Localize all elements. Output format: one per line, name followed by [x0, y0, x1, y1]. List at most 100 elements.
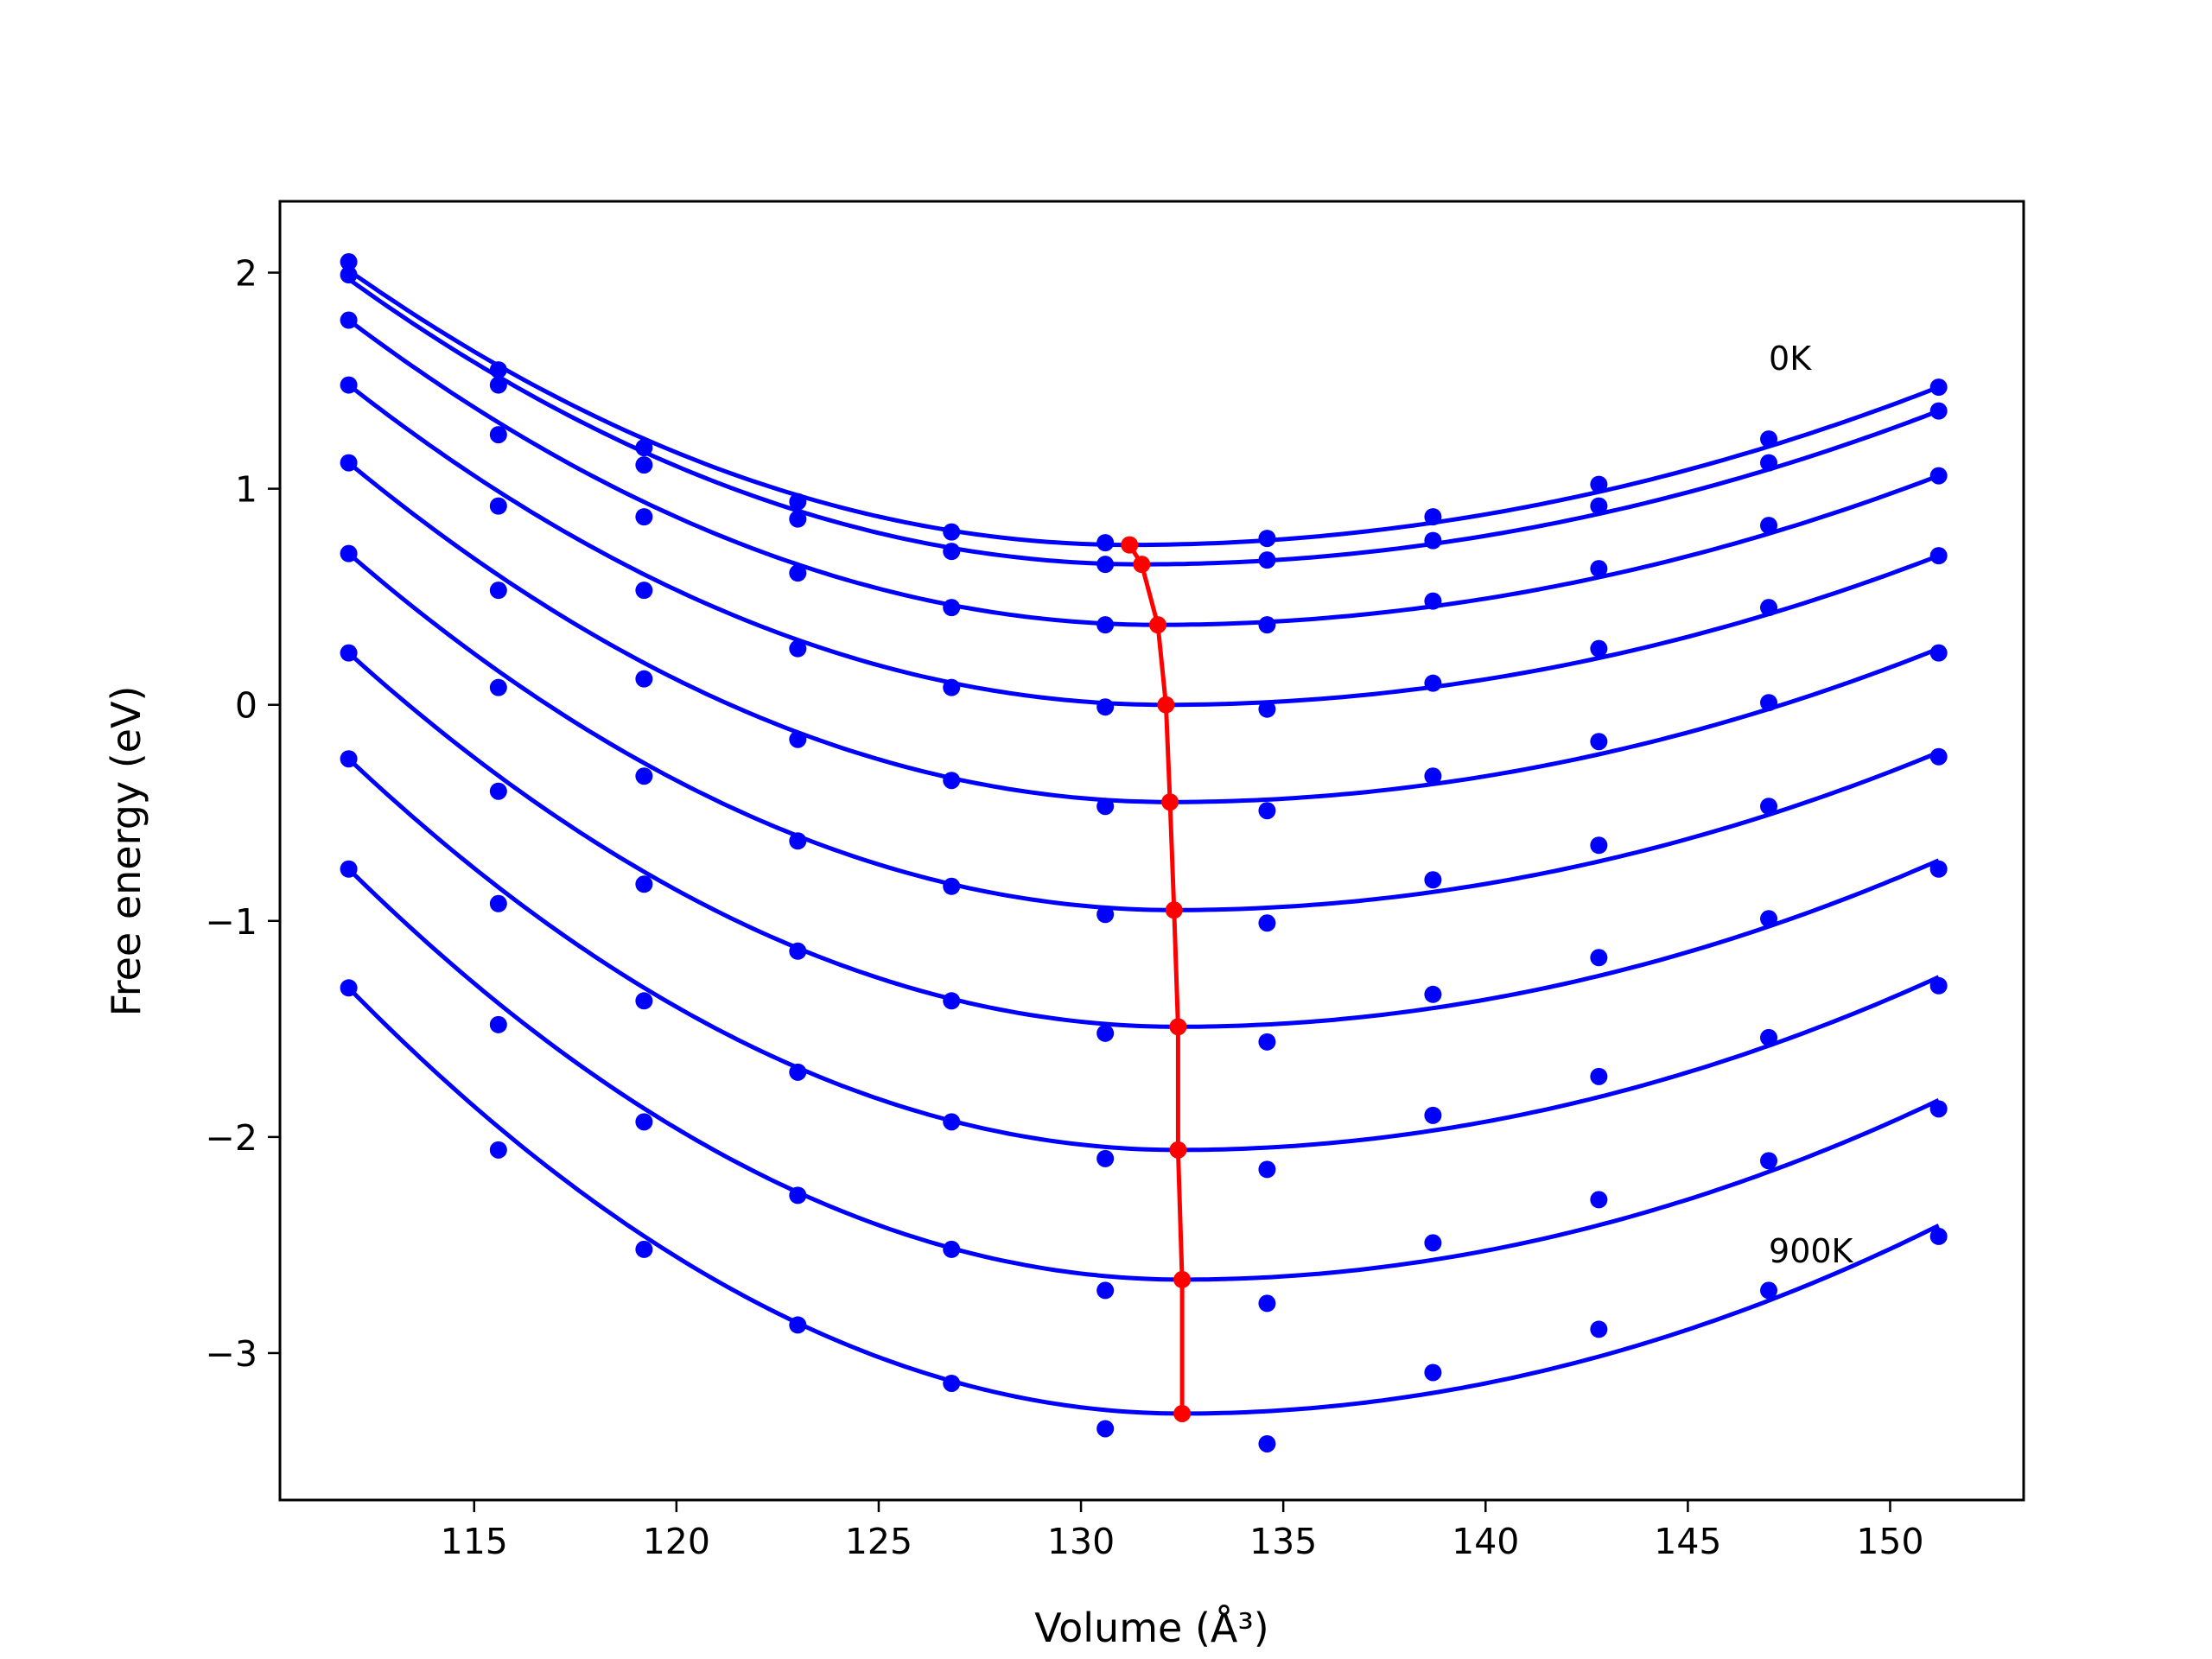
- fit-curve-5: [346, 551, 1940, 912]
- data-point: [1590, 560, 1608, 578]
- data-point: [1760, 694, 1778, 712]
- minimum-line: [1128, 543, 1185, 1414]
- data-point: [340, 376, 358, 394]
- y-tick-label: 0: [235, 685, 257, 727]
- data-point: [489, 376, 507, 394]
- data-point: [1929, 547, 1948, 565]
- y-tick-label: −3: [206, 1333, 257, 1375]
- x-tick-label: 115: [441, 1521, 508, 1562]
- data-point: [489, 1141, 507, 1159]
- data-point: [340, 979, 358, 997]
- fit-curve-2: [347, 318, 1940, 627]
- data-point: [1929, 378, 1948, 397]
- data-point: [1760, 798, 1778, 816]
- y-axis-label: Free energy (eV): [103, 686, 149, 1017]
- data-point: [789, 493, 807, 511]
- data-point: [943, 877, 961, 895]
- data-point: [1258, 1294, 1276, 1313]
- x-axis: 115 120 125 130 135 140 145 150: [441, 1500, 1924, 1562]
- data-point: [1929, 644, 1948, 662]
- data-point: [635, 1240, 653, 1258]
- minimum-point: [1133, 556, 1151, 574]
- data-point: [789, 1063, 807, 1081]
- data-point: [1096, 798, 1115, 816]
- data-point: [1424, 871, 1442, 889]
- data-point: [635, 767, 653, 785]
- data-point: [1590, 475, 1608, 493]
- data-point: [943, 1374, 961, 1392]
- minimum-point: [1165, 901, 1183, 919]
- y-tick-label: −1: [206, 901, 257, 943]
- data-point: [635, 670, 653, 688]
- data-point: [489, 894, 507, 912]
- fit-curve-6: [346, 651, 1940, 1029]
- data-point: [1258, 1160, 1276, 1179]
- fit-curve-3: [347, 383, 1940, 708]
- data-point: [789, 1186, 807, 1205]
- data-point: [340, 454, 358, 472]
- data-point: [1929, 976, 1948, 995]
- data-point: [1424, 1106, 1442, 1124]
- data-point: [1096, 698, 1115, 716]
- data-point: [943, 992, 961, 1010]
- data-point: [789, 1316, 807, 1334]
- data-point: [1929, 1227, 1948, 1245]
- data-point: [635, 508, 653, 526]
- x-axis-label: Volume (Å³): [1034, 1605, 1269, 1651]
- y-tick-label: 1: [235, 469, 257, 511]
- data-point: [1096, 906, 1115, 924]
- x-tick-label: 145: [1654, 1521, 1721, 1562]
- data-point: [340, 311, 358, 329]
- data-point: [789, 730, 807, 748]
- data-point: [1424, 531, 1442, 550]
- data-point: [1424, 985, 1442, 1003]
- data-point: [1096, 1420, 1115, 1438]
- minimum-point: [1173, 1270, 1192, 1288]
- x-tick-label: 130: [1047, 1521, 1115, 1562]
- minimum-point: [1157, 696, 1175, 714]
- x-tick-label: 140: [1452, 1521, 1519, 1562]
- data-point: [635, 456, 653, 474]
- data-point: [1258, 616, 1276, 634]
- data-point: [489, 361, 507, 379]
- data-point: [1258, 700, 1276, 718]
- data-point: [1096, 1024, 1115, 1042]
- data-point: [489, 426, 507, 444]
- x-tick-label: 125: [845, 1521, 912, 1562]
- data-point: [943, 1113, 961, 1131]
- annotation-label: 900K: [1769, 1232, 1854, 1270]
- data-point: [1424, 674, 1442, 692]
- data-point: [1760, 910, 1778, 928]
- data-point: [1258, 530, 1276, 548]
- data-point: [1424, 767, 1442, 785]
- data-point: [489, 782, 507, 800]
- x-tick-label: 135: [1249, 1521, 1317, 1562]
- data-point: [635, 992, 653, 1010]
- data-point: [1760, 1281, 1778, 1300]
- data-point: [340, 266, 358, 284]
- data-point: [1258, 1434, 1276, 1452]
- data-point: [789, 510, 807, 528]
- minimum-point: [1149, 616, 1167, 634]
- data-point: [1590, 1191, 1608, 1209]
- fit-curve-4: [347, 461, 1940, 804]
- data-point: [789, 564, 807, 582]
- data-point: [340, 860, 358, 878]
- data-point: [1590, 1320, 1608, 1338]
- data-point: [1096, 1281, 1115, 1300]
- data-point: [1590, 836, 1608, 855]
- data-point: [943, 599, 961, 617]
- minimum-point: [1169, 1141, 1187, 1159]
- data-point: [1929, 1100, 1948, 1118]
- data-point: [943, 1240, 961, 1258]
- fit-curves: [346, 268, 1940, 1416]
- data-point: [1929, 402, 1948, 420]
- data-point: [1096, 1149, 1115, 1167]
- minimum-point: [1169, 1018, 1187, 1036]
- data-point: [635, 1113, 653, 1131]
- x-tick-label: 120: [643, 1521, 710, 1562]
- data-point: [1424, 592, 1442, 610]
- data-point: [340, 644, 358, 662]
- data-point: [1929, 467, 1948, 485]
